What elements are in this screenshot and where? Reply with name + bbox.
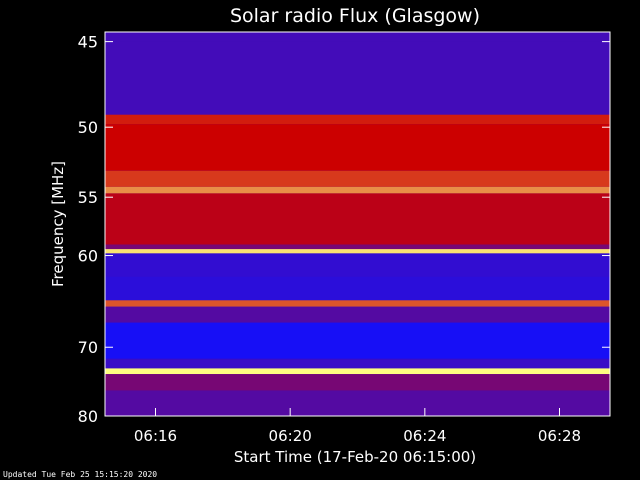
frequency-band [105,244,610,250]
frequency-band [105,186,610,194]
frequency-band [105,306,610,323]
frequency-band [105,253,610,277]
x-tick-label: 06:28 [538,427,581,445]
frequency-band [105,170,610,187]
frequency-band [105,276,610,301]
y-tick-label: 60 [78,247,98,266]
y-tick-label: 55 [78,188,98,207]
y-tick-label: 80 [78,407,98,426]
y-tick-label: 45 [78,33,98,52]
x-tick-label: 06:20 [269,427,312,445]
frequency-band [105,300,610,307]
frequency-band [105,368,610,375]
chart-title: Solar radio Flux (Glasgow) [230,5,480,27]
frequency-band [105,374,610,391]
updated-timestamp: Updated Tue Feb 25 15:15:20 2020 [3,470,158,479]
frequency-band [105,41,610,115]
x-axis-label: Start Time (17-Feb-20 06:15:00) [234,448,476,466]
y-axis-label: Frequency [MHz] [49,161,67,287]
frequency-band [105,322,610,359]
y-tick-label: 70 [78,338,98,357]
y-tick-label: 50 [78,118,98,137]
heatmap-area [105,32,610,416]
frequency-band [105,193,610,245]
x-tick-label: 06:16 [134,427,177,445]
frequency-band [105,114,610,125]
frequency-band [105,390,610,416]
frequency-band [105,249,610,254]
frequency-band [105,358,610,369]
x-tick-label: 06:24 [403,427,446,445]
frequency-band [105,124,610,171]
axis-ticks: 45 50 55 60 70 80 06:16 06:20 06:24 06:28 [78,33,610,445]
plot-frame [104,31,611,417]
